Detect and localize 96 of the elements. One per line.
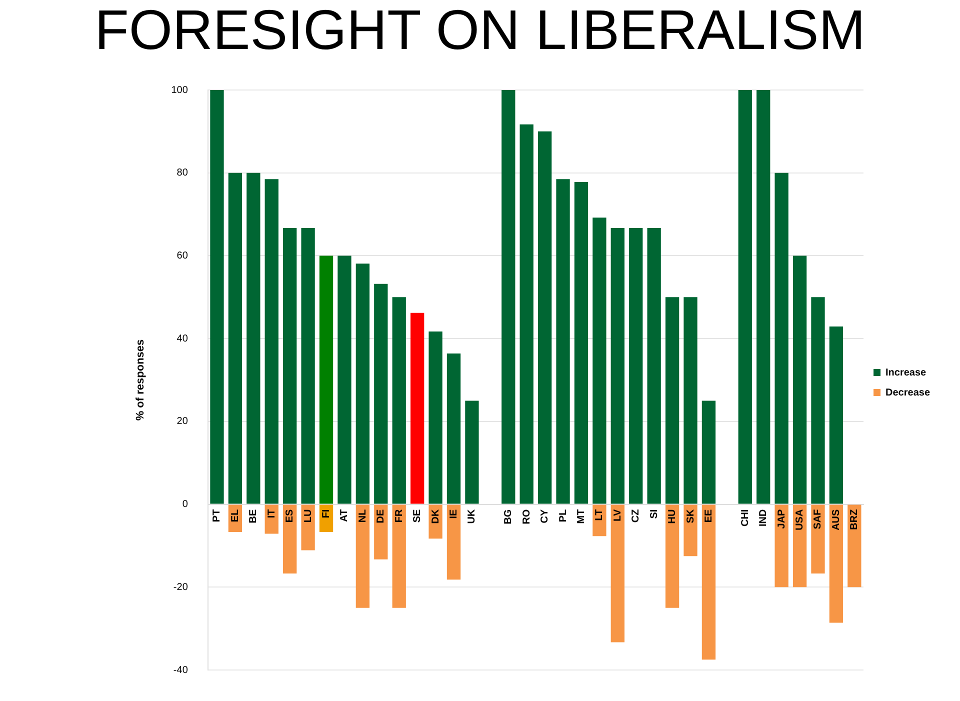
bar (428, 332, 442, 504)
y-tick-label: 0 (182, 499, 188, 510)
x-tick-label: CY (540, 508, 551, 524)
chart-title: FORESIGHT ON LIBERALISM (94, 0, 866, 63)
bar (684, 504, 698, 556)
x-tick-label: NL (357, 509, 368, 523)
x-tick-label: CZ (630, 509, 642, 523)
bar (702, 504, 716, 660)
bar (848, 504, 862, 588)
bar (374, 504, 388, 560)
x-tick-label: ES (284, 508, 296, 523)
x-tick-label: EL (230, 509, 241, 522)
bar (356, 504, 370, 608)
x-tick-label: AT (339, 509, 350, 522)
bar (811, 504, 825, 574)
bar (446, 504, 461, 580)
x-tick-label: AUS (830, 508, 842, 530)
bar (356, 264, 370, 504)
x-tick-label: UK (466, 508, 478, 524)
x-tick-label: IE (448, 508, 460, 519)
y-tick-label: 60 (176, 250, 188, 262)
bar (283, 228, 297, 504)
bar (792, 504, 807, 588)
x-tick-label: LV (612, 508, 624, 522)
bar (774, 504, 788, 588)
bar (610, 228, 624, 504)
bar (264, 504, 278, 534)
bar (684, 297, 698, 504)
x-tick-label: FI (321, 509, 332, 518)
bar (592, 218, 606, 504)
bar (574, 182, 588, 504)
bar (228, 172, 242, 504)
bar (301, 504, 315, 550)
y-tick-label: 100 (171, 84, 188, 96)
x-tick-label: HU (667, 509, 678, 524)
bar (702, 400, 716, 504)
y-tick-label: 20 (176, 416, 188, 428)
x-tick-label: RO (521, 509, 532, 524)
x-tick-label: EE (703, 508, 714, 523)
x-tick-label: MT (576, 509, 587, 524)
x-tick-label: BRZ (849, 509, 860, 530)
bar (665, 297, 680, 504)
bar (610, 504, 624, 642)
bar (774, 172, 788, 504)
y-tick-label: -40 (173, 664, 188, 676)
legend-label: Decrease (886, 387, 930, 398)
bar (410, 312, 424, 504)
bar (338, 256, 352, 504)
x-tick-label: BG (503, 509, 514, 524)
x-tick-label: DK (430, 508, 442, 524)
bar (829, 326, 844, 504)
bar (246, 172, 260, 504)
bar (465, 400, 479, 504)
bar (738, 90, 752, 504)
bar (629, 228, 643, 504)
x-tick-label: JAP (776, 508, 788, 529)
bar (556, 179, 570, 504)
bar (520, 124, 534, 504)
x-tick-label: LT (594, 509, 606, 521)
y-axis-title: % of responses (134, 339, 147, 421)
y-tick-label: -20 (173, 582, 188, 593)
bar (392, 504, 406, 608)
x-tick-label: FR (394, 508, 405, 523)
x-tick-label: LU (302, 509, 314, 523)
x-tick-label: IT (266, 509, 278, 518)
x-tick-label: SI (648, 509, 660, 519)
x-tick-label: DE (376, 508, 387, 524)
x-tick-label: SE (412, 508, 424, 523)
bar (502, 90, 516, 504)
bar (283, 504, 297, 574)
x-tick-label: PL (558, 509, 569, 522)
bar (264, 179, 278, 504)
bar (538, 131, 552, 504)
bar (210, 90, 224, 504)
bar (301, 228, 315, 504)
x-tick-label: CHI (740, 509, 751, 527)
bar (792, 256, 807, 504)
bar (829, 504, 844, 623)
bar (647, 228, 661, 504)
y-tick-label: 40 (176, 333, 188, 344)
x-tick-label: PT (212, 509, 223, 522)
x-tick-label: IND (758, 509, 770, 527)
bar (592, 504, 606, 536)
y-tick-label: 80 (176, 168, 188, 179)
x-tick-label: SAF (812, 509, 824, 530)
x-tick-label: BE (248, 508, 260, 524)
x-tick-label: USA (794, 509, 806, 530)
bar (665, 504, 680, 608)
x-tick-label: SK (685, 508, 696, 524)
bar (446, 353, 461, 504)
bar (319, 256, 334, 504)
bar (374, 284, 388, 504)
legend-label: Increase (886, 367, 927, 378)
bar (756, 90, 770, 504)
bar (392, 297, 406, 504)
bar (811, 297, 825, 504)
